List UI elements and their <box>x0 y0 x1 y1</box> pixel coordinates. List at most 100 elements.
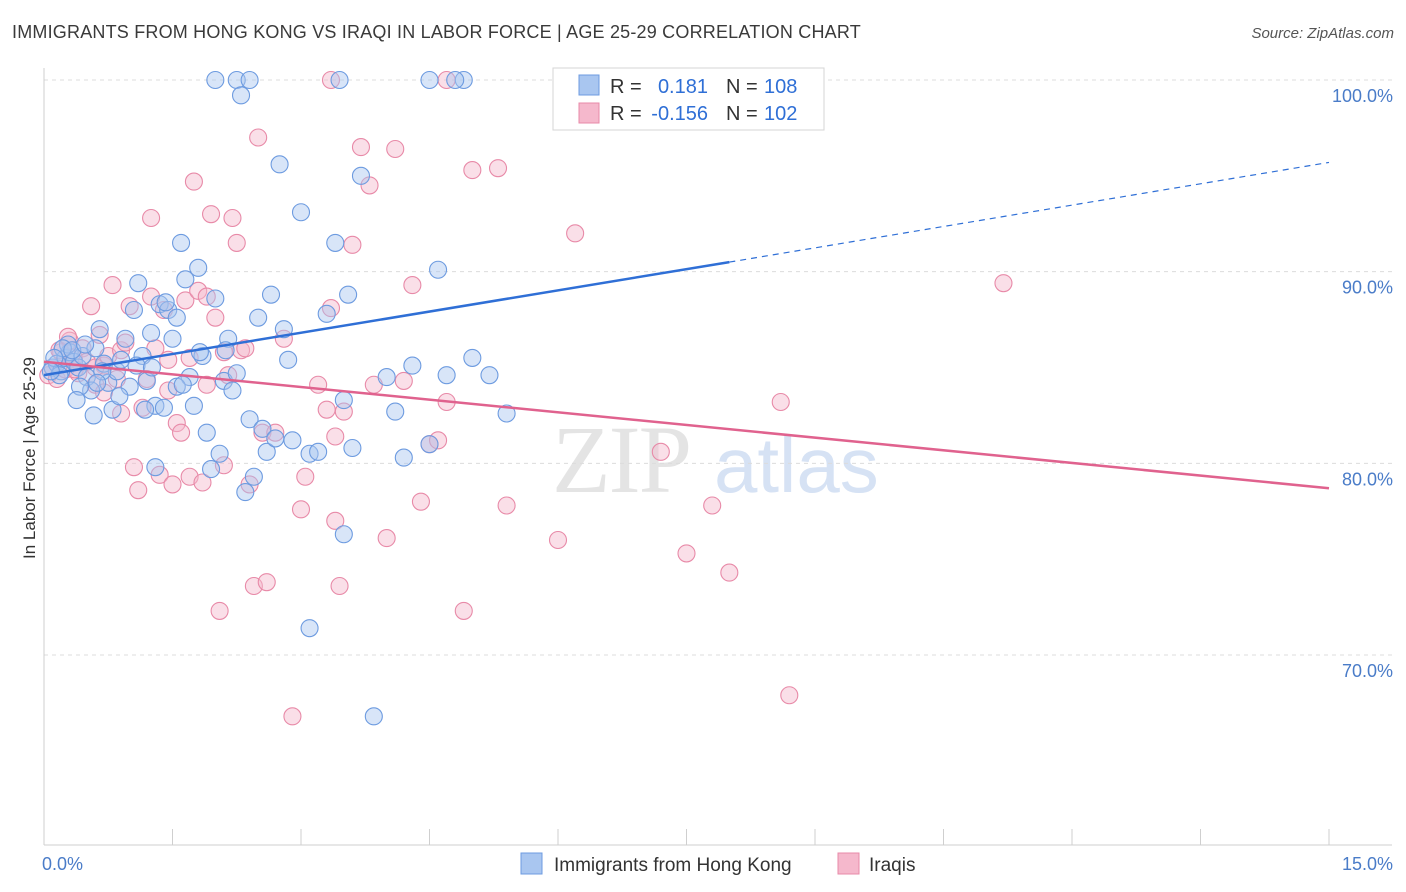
pink-data-point <box>90 325 109 344</box>
pink-data-point <box>351 138 371 157</box>
iraqis-points <box>39 70 1013 726</box>
blue-data-point <box>202 460 221 479</box>
blue-data-point <box>129 274 148 293</box>
blue-data-point <box>176 270 195 289</box>
blue-data-point <box>283 431 302 450</box>
pink-data-point <box>463 161 482 180</box>
blue-data-point <box>334 525 353 544</box>
blue-data-point <box>334 391 353 410</box>
blue-data-point <box>88 373 107 392</box>
blue-data-point <box>364 707 383 726</box>
hong-kong-trend-extension <box>729 161 1330 263</box>
pink-data-point <box>142 208 161 228</box>
blue-data-point <box>274 320 293 339</box>
pink-data-point <box>257 573 276 592</box>
blue-data-point <box>189 258 208 277</box>
blue-data-point <box>67 391 86 410</box>
hong-kong-trend-line <box>43 260 730 377</box>
blue-data-point <box>244 467 263 486</box>
blue-data-point <box>190 343 209 362</box>
blue-data-point <box>257 442 276 461</box>
blue-data-point <box>142 323 161 343</box>
blue-data-point <box>231 86 251 105</box>
blue-data-point <box>110 387 129 406</box>
blue-data-point <box>351 166 371 185</box>
blue-data-point <box>206 289 225 308</box>
bottom-legend-label-blue: Immigrants from Hong Kong <box>554 855 792 876</box>
y-axis-title: In Labor Force | Age 25-29 <box>20 357 39 559</box>
blue-data-point <box>163 329 182 348</box>
blue-data-point <box>116 329 135 348</box>
blue-data-point <box>90 320 109 339</box>
pink-data-point <box>394 371 413 390</box>
pink-data-point <box>197 375 216 394</box>
y-tick-label: 100.0% <box>1332 86 1393 106</box>
blue-data-point <box>184 396 203 415</box>
blue-data-point <box>270 155 289 174</box>
blue-data-point <box>210 444 229 463</box>
pink-data-point <box>429 431 448 450</box>
blue-data-point <box>112 350 131 369</box>
blue-data-point <box>317 304 336 323</box>
blue-data-point <box>326 233 345 252</box>
pink-data-point <box>703 496 722 515</box>
pink-data-point <box>124 458 143 477</box>
blue-data-point <box>154 398 173 417</box>
pink-data-point <box>309 375 328 394</box>
pink-data-point <box>227 233 246 252</box>
pink-data-point <box>163 475 182 494</box>
blue-data-point <box>446 70 465 90</box>
axes: 100.0% 90.0% 80.0% 70.0% 0.0% 15.0% <box>42 68 1393 874</box>
pink-data-point <box>548 530 568 550</box>
pink-data-point <box>296 467 315 486</box>
blue-data-point <box>339 285 358 304</box>
legend-n-label-blue: N = <box>726 76 758 98</box>
blue-data-point <box>223 381 242 400</box>
blue-data-point <box>76 335 95 354</box>
legend-r-value-pink: -0.156 <box>651 103 708 125</box>
watermark-atlas: atlas <box>714 421 879 509</box>
legend-n-label-pink: N = <box>726 103 758 125</box>
pink-data-point <box>403 276 422 295</box>
top-legend: R = 0.181 N = 108 R = -0.156 N = 102 <box>552 67 825 131</box>
blue-data-point <box>240 410 259 429</box>
y-tick-label: 80.0% <box>1342 469 1393 489</box>
watermark-zip: ZIP <box>552 406 690 513</box>
pink-data-point <box>780 686 799 705</box>
y-tick-label: 70.0% <box>1342 661 1393 681</box>
pink-data-point <box>386 139 405 159</box>
blue-data-point <box>84 406 103 425</box>
pink-data-point <box>172 423 191 442</box>
blue-data-point <box>300 619 319 638</box>
blue-data-point <box>156 293 175 312</box>
blue-data-point <box>279 350 298 369</box>
blue-data-point <box>41 362 60 381</box>
blue-data-point <box>420 435 439 454</box>
blue-data-point <box>206 70 225 90</box>
blue-data-point <box>146 458 165 477</box>
pink-data-point <box>210 601 229 620</box>
blue-data-point <box>266 429 285 448</box>
pink-data-point <box>454 601 473 620</box>
iraqis-trend-line <box>43 360 1330 490</box>
blue-data-point <box>377 368 396 387</box>
y-tick-label: 90.0% <box>1342 278 1393 298</box>
pink-data-point <box>184 172 203 191</box>
legend-n-value-blue: 108 <box>764 76 797 98</box>
gridlines <box>44 79 1392 656</box>
blue-data-point <box>386 402 405 421</box>
trend-lines <box>43 161 1330 490</box>
x-tick-label: 0.0% <box>42 854 83 874</box>
pink-data-point <box>236 339 255 358</box>
pink-data-point <box>377 529 396 548</box>
blue-data-point <box>463 348 482 367</box>
pink-data-point <box>411 492 430 511</box>
chart-source: Source: ZipAtlas.com <box>1251 25 1394 42</box>
bottom-legend-swatch-pink <box>837 852 860 875</box>
pink-data-point <box>720 563 739 582</box>
blue-data-point <box>497 404 516 423</box>
legend-n-value-pink: 102 <box>764 103 797 125</box>
pink-data-point <box>488 159 508 178</box>
pink-data-point <box>116 333 135 352</box>
blue-data-point <box>124 300 143 320</box>
